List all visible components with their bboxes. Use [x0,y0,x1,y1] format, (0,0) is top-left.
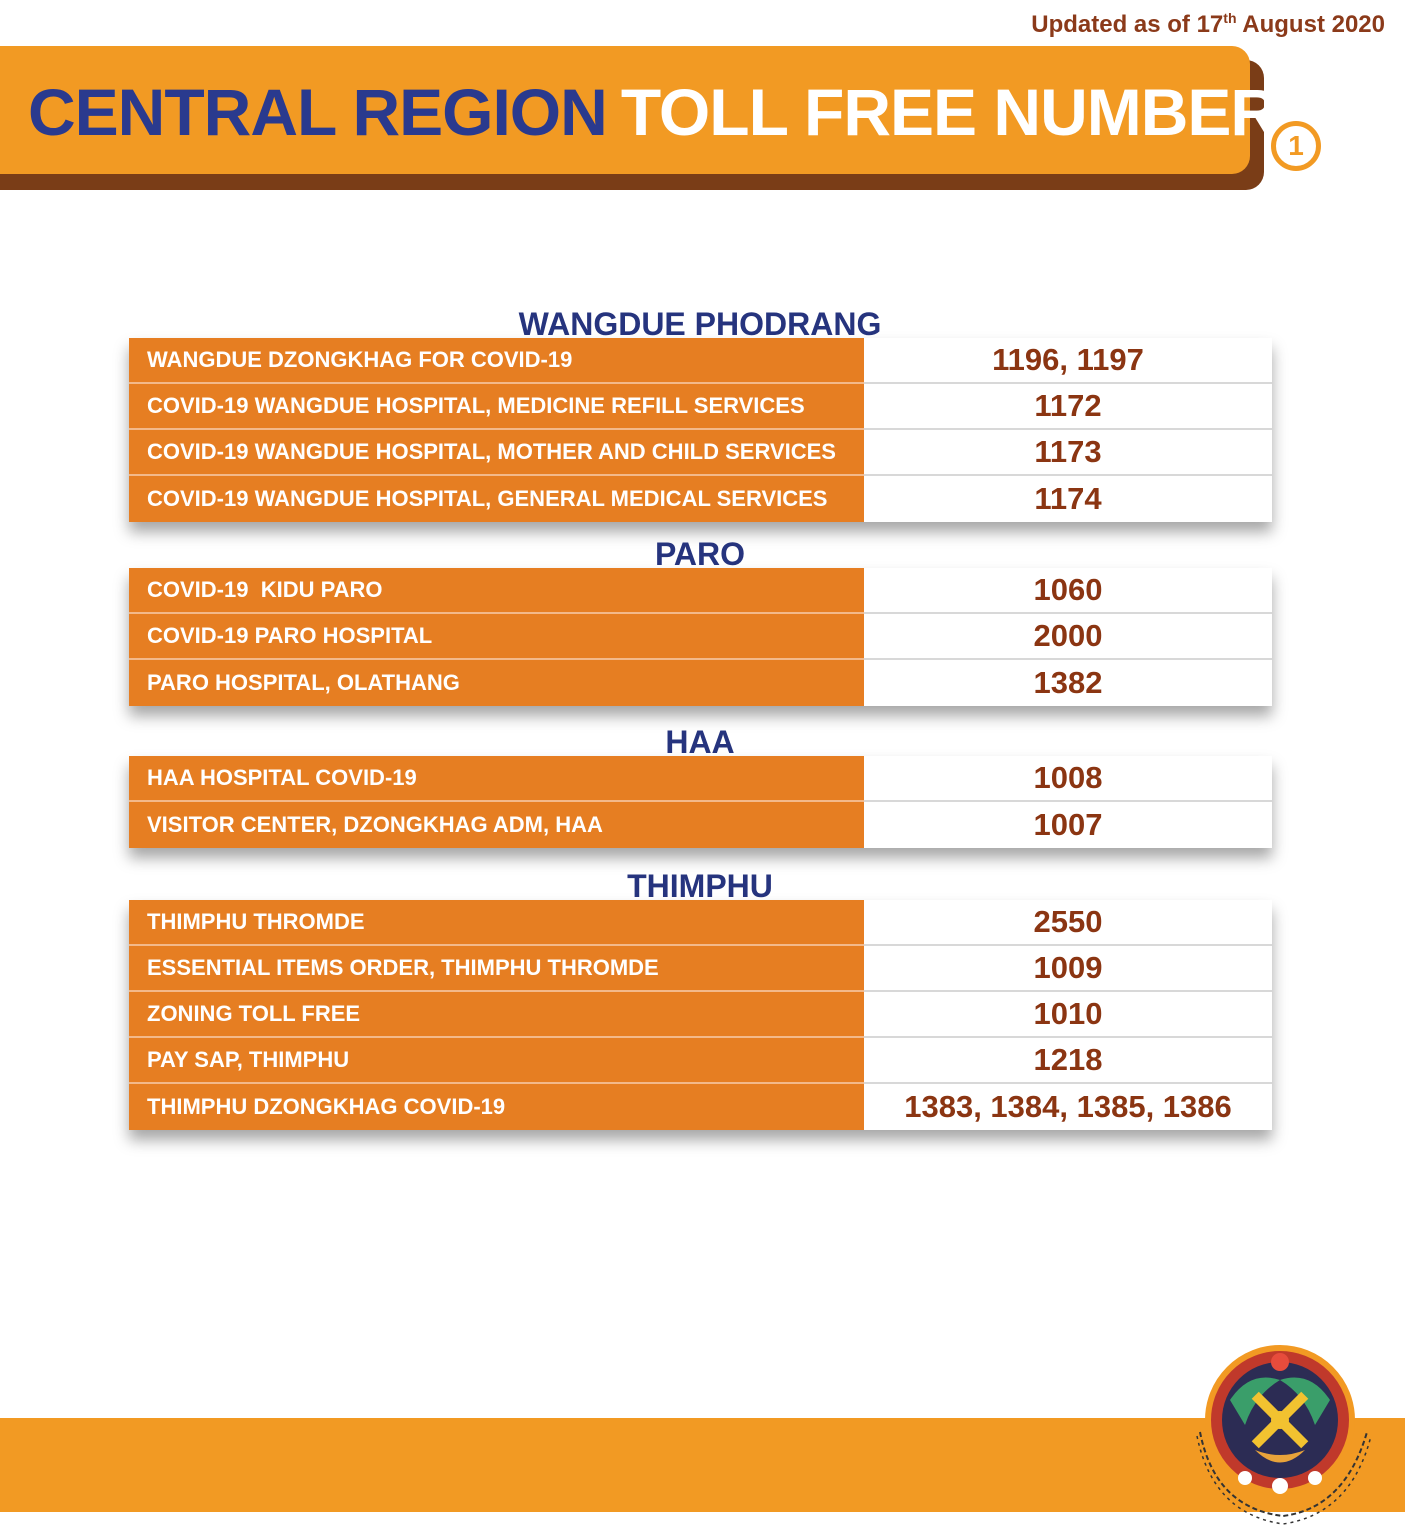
row-number: 1010 [864,992,1272,1038]
section-title-wangdue: WANGDUE PHODRANG [518,306,882,342]
row-number: 1009 [864,946,1272,992]
row-label: ESSENTIAL ITEMS ORDER, THIMPHU THROMDE [129,946,864,992]
row-label: THIMPHU DZONGKHAG COVID-19 [129,1084,864,1130]
section-title-thimphu: THIMPHU [627,868,773,904]
row-label: COVID-19 PARO HOSPITAL [129,614,864,660]
row-number: 1383, 1384, 1385, 1386 [864,1084,1272,1130]
title-region: CENTRAL REGION [28,75,608,149]
row-label: VISITOR CENTER, DZONGKHAG ADM, HAA [129,802,864,848]
row-label: COVID-19 WANGDUE HOSPITAL, MEDICINE REFI… [129,384,864,430]
table-row: PAY SAP, THIMPHU 1218 [129,1038,1272,1084]
table-row: ZONING TOLL FREE 1010 [129,992,1272,1038]
table-paro: COVID-19 KIDU PARO 1060 COVID-19 PARO HO… [129,568,1272,706]
table-row: ESSENTIAL ITEMS ORDER, THIMPHU THROMDE 1… [129,946,1272,992]
row-label: COVID-19 WANGDUE HOSPITAL, MOTHER AND CH… [129,430,864,476]
row-number: 1060 [864,568,1272,614]
row-number: 1218 [864,1038,1272,1084]
row-number: 2000 [864,614,1272,660]
row-number: 1007 [864,802,1272,848]
page-title: CENTRAL REGION TOLL FREE NUMBERS [28,74,1321,150]
row-label: COVID-19 KIDU PARO [129,568,864,614]
table-row: HAA HOSPITAL COVID-19 1008 [129,756,1272,802]
table-haa: HAA HOSPITAL COVID-19 1008 VISITOR CENTE… [129,756,1272,848]
row-label: PARO HOSPITAL, OLATHANG [129,660,864,706]
national-emblem-icon [1196,1345,1372,1525]
row-number: 1008 [864,756,1272,802]
section-title-haa: HAA [665,724,735,760]
row-label: ZONING TOLL FREE [129,992,864,1038]
table-thimphu: THIMPHU THROMDE 2550 ESSENTIAL ITEMS ORD… [129,900,1272,1130]
table-wangdue: WANGDUE DZONGKHAG FOR COVID-19 1196, 119… [129,338,1272,522]
row-label: COVID-19 WANGDUE HOSPITAL, GENERAL MEDIC… [129,476,864,522]
row-label: HAA HOSPITAL COVID-19 [129,756,864,802]
table-row: COVID-19 WANGDUE HOSPITAL, GENERAL MEDIC… [129,476,1272,522]
row-number: 1173 [864,430,1272,476]
updated-date: Updated as of 17th August 2020 [1031,10,1385,39]
table-row: COVID-19 KIDU PARO 1060 [129,568,1272,614]
footer-bar [0,1418,1405,1512]
table-row: COVID-19 PARO HOSPITAL 2000 [129,614,1272,660]
updated-sup: th [1223,10,1237,26]
row-number: 1174 [864,476,1272,522]
row-label: WANGDUE DZONGKHAG FOR COVID-19 [129,338,864,384]
updated-suffix: August 2020 [1236,11,1385,38]
section-title-paro: PARO [654,536,746,572]
table-row: WANGDUE DZONGKHAG FOR COVID-19 1196, 119… [129,338,1272,384]
table-row: VISITOR CENTER, DZONGKHAG ADM, HAA 1007 [129,802,1272,848]
table-row: COVID-19 WANGDUE HOSPITAL, MOTHER AND CH… [129,430,1272,476]
table-row: COVID-19 WANGDUE HOSPITAL, MEDICINE REFI… [129,384,1272,430]
table-row: THIMPHU DZONGKHAG COVID-19 1383, 1384, 1… [129,1084,1272,1130]
page-number-badge: 1 [1271,121,1321,171]
row-label: THIMPHU THROMDE [129,900,864,946]
row-number: 1196, 1197 [864,338,1272,384]
row-number: 1172 [864,384,1272,430]
table-row: PARO HOSPITAL, OLATHANG 1382 [129,660,1272,706]
title-toll-free: TOLL FREE NUMBERS [620,75,1321,149]
table-row: THIMPHU THROMDE 2550 [129,900,1272,946]
row-number: 2550 [864,900,1272,946]
title-banner [0,46,1250,174]
row-number: 1382 [864,660,1272,706]
row-label: PAY SAP, THIMPHU [129,1038,864,1084]
updated-prefix: Updated as of 17 [1031,11,1224,38]
